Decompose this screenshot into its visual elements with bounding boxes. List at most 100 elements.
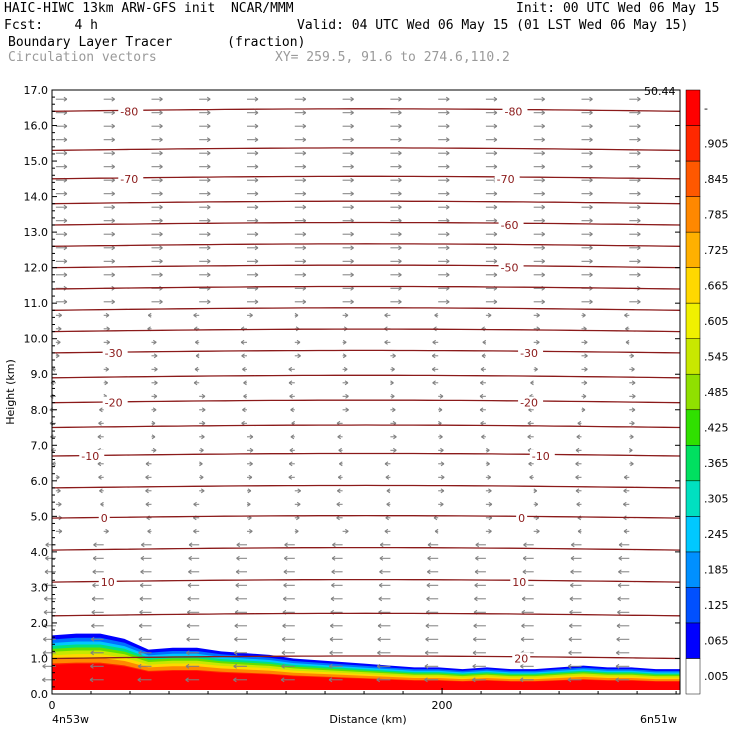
contour-label-bg (498, 261, 524, 274)
vector-head (575, 461, 579, 467)
colorbar-label: .665 (704, 279, 729, 292)
contour-label: -80 (504, 105, 522, 118)
vector-head (398, 164, 402, 170)
vector-head (541, 164, 545, 170)
vector-head (58, 528, 63, 534)
vector-head (152, 447, 157, 453)
vector-head (350, 245, 354, 251)
colorbar-label: .845 (704, 173, 729, 186)
contour-line (51, 200, 681, 205)
contour-label-bg (118, 105, 144, 118)
vector-head (391, 366, 395, 372)
x-axis-label: Distance (km) (329, 713, 406, 726)
y-tick-label: 2.0 (31, 617, 49, 630)
vector-head (283, 596, 287, 602)
contour-label-bg (98, 512, 110, 525)
vector-head (345, 528, 349, 534)
vector-head (618, 555, 623, 561)
vector-head (206, 177, 211, 183)
vector-head (398, 299, 402, 305)
vector-head (493, 272, 498, 278)
vector-head (384, 528, 389, 534)
vector-head (541, 218, 545, 224)
vector-head (206, 191, 211, 197)
vector-head (151, 434, 156, 440)
y-tick-label: 6.0 (31, 475, 49, 488)
vector-head (623, 474, 628, 480)
vector-head (390, 380, 394, 386)
vector-head (186, 636, 190, 642)
vector-head (398, 137, 402, 143)
corner-label: 50.44 (644, 85, 676, 98)
ground-strip (52, 690, 680, 694)
vector-head (63, 150, 68, 156)
vector-head (97, 461, 102, 467)
vector-head (296, 339, 301, 345)
contour-label: -30 (520, 347, 538, 360)
vector-head (431, 353, 436, 359)
vector-head (350, 258, 354, 264)
vector-head (493, 204, 498, 210)
colorbar-swatch (685, 196, 701, 233)
colorbar: .005 .065 .125 .185 .245 .305 .365 .425 .485 .545… (685, 89, 729, 695)
vector-head (159, 96, 163, 102)
vector-head (55, 353, 60, 359)
contour-line (51, 374, 681, 379)
vector-head (527, 420, 532, 426)
vector-head (90, 650, 94, 656)
vector-head (235, 569, 240, 575)
vector-head (569, 596, 574, 602)
contour-label-bg (516, 512, 528, 525)
vector-head (541, 272, 545, 278)
vector-head (445, 191, 450, 197)
vector-head (615, 677, 619, 683)
vector-head (632, 393, 636, 399)
vector-head (541, 204, 545, 210)
vector-head (534, 366, 538, 372)
vector-head (398, 272, 402, 278)
vector-head (111, 123, 115, 129)
vector-head (519, 677, 524, 683)
colorbar-label: .065 (704, 635, 729, 648)
colorbar-swatch (685, 338, 701, 375)
vector-head (254, 204, 259, 210)
colorbar-label: .545 (704, 351, 729, 364)
vector-head (378, 596, 383, 602)
colorbar-label: .905 (704, 137, 729, 150)
colorbar-swatch (685, 267, 701, 304)
vector-head (541, 299, 545, 305)
vector-head (187, 596, 191, 602)
vector-head (153, 353, 158, 359)
contour-line (51, 175, 681, 180)
contour-line (51, 546, 681, 551)
vector-head (201, 434, 205, 440)
vector-head (99, 407, 103, 413)
vector-head (302, 123, 307, 129)
contour-label: -80 (120, 105, 138, 118)
colorbar-label: - (704, 102, 708, 115)
vector-head (617, 596, 621, 602)
vector-head (141, 542, 145, 548)
vector-head (637, 137, 641, 143)
vector-head (147, 528, 151, 534)
vector-head (487, 474, 491, 480)
vector-head (589, 218, 593, 224)
contour-line (51, 452, 681, 457)
vector-head (254, 231, 259, 237)
colorbar-swatch (685, 231, 701, 268)
contour-line (51, 655, 681, 660)
vector-head (302, 164, 307, 170)
vector-head (493, 231, 498, 237)
colorbar-swatch (685, 89, 701, 126)
vector-head (445, 177, 450, 183)
contour-label: -30 (105, 347, 123, 360)
vector-head (187, 582, 192, 588)
vector-head (105, 366, 109, 372)
vector-head (630, 461, 634, 467)
vector-head (63, 231, 68, 237)
vector-head (233, 650, 238, 656)
vector-head (474, 582, 478, 588)
contour-line (51, 108, 681, 112)
contour-line (51, 424, 681, 429)
